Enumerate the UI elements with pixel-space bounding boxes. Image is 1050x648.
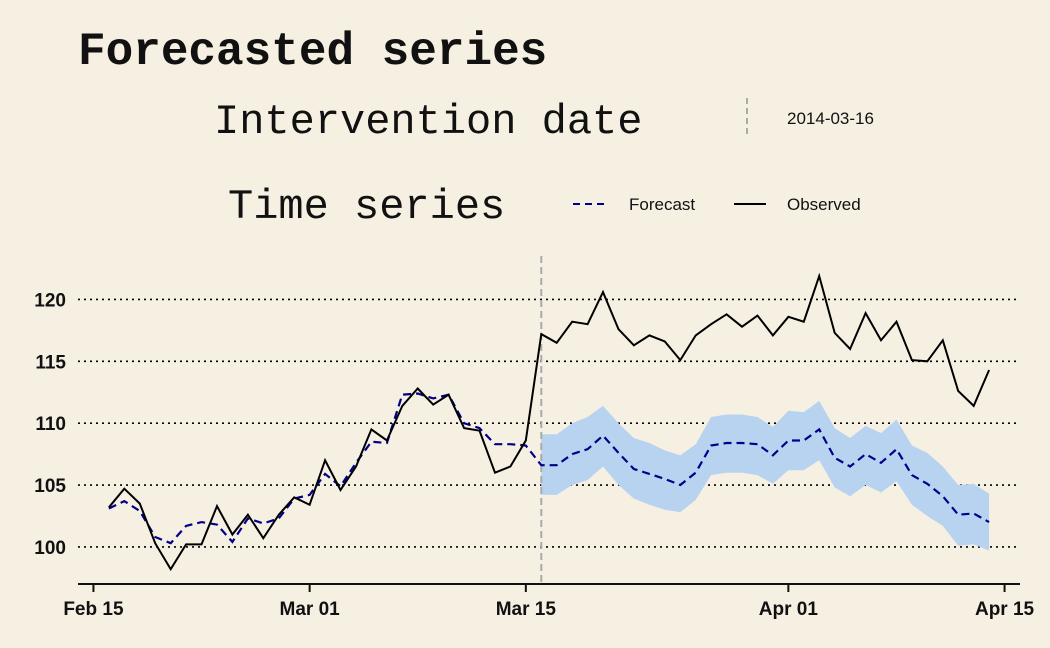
y-tick-label-110: 110 — [35, 414, 66, 435]
intervention-legend-title: Intervention date — [214, 98, 642, 146]
x-tick-label-4: Apr 15 — [975, 599, 1035, 620]
series-legend: Time series Forecast Observed — [228, 183, 861, 231]
y-tick-label-105: 105 — [34, 476, 66, 497]
x-tick-label-1: Mar 01 — [280, 599, 341, 620]
forecast-line — [108, 392, 990, 545]
plot-area: 100 105 110 115 120 Feb 15 Mar 01 Mar 15 Apr 01 A… — [34, 256, 1035, 620]
forecast-interval-band — [541, 400, 990, 551]
y-tick-label-120: 120 — [34, 290, 66, 311]
observed-line — [108, 272, 991, 572]
intervention-legend-label: 2014-03-16 — [787, 109, 874, 128]
x-tick-label-0: Feb 15 — [63, 599, 124, 620]
chart-title: Forecasted series — [78, 26, 547, 78]
y-tick-label-115: 115 — [35, 352, 66, 373]
series-legend-title: Time series — [228, 183, 505, 231]
x-tick-label-3: Apr 01 — [759, 599, 819, 620]
observed-legend-label: Observed — [787, 195, 861, 214]
forecast-legend-label: Forecast — [629, 195, 695, 214]
y-tick-label-100: 100 — [34, 538, 66, 559]
x-tick-label-2: Mar 15 — [496, 599, 557, 620]
intervention-legend: Intervention date 2014-03-16 — [214, 98, 874, 146]
